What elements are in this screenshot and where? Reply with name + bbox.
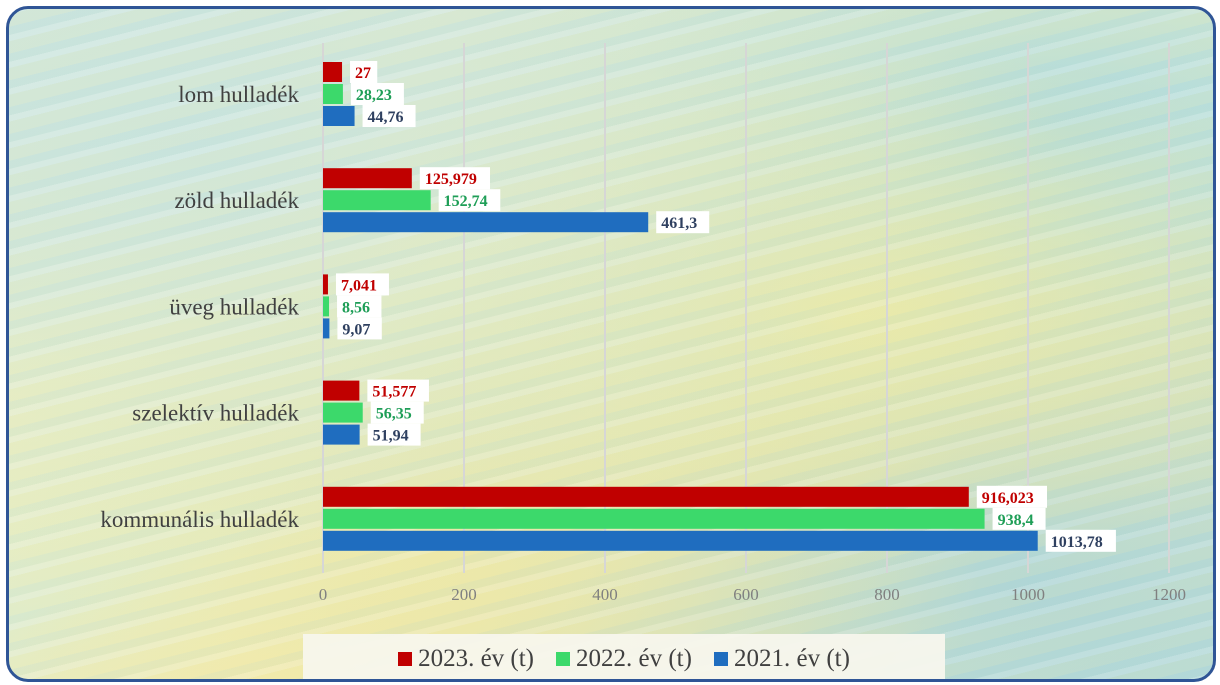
category-label: lom hulladék [178, 82, 299, 107]
data-label-box [992, 507, 1046, 530]
data-label: 125,979 [425, 171, 477, 188]
bar [323, 84, 343, 104]
data-label-box [362, 105, 416, 127]
data-label: 44,76 [368, 109, 404, 126]
data-label-box [419, 167, 491, 190]
bar [323, 530, 1038, 551]
data-label: 56,35 [376, 406, 412, 423]
bar [323, 62, 343, 82]
legend-swatch [398, 652, 413, 666]
data-label-box [438, 189, 501, 212]
x-tick-label: 200 [451, 585, 477, 604]
bar [323, 168, 412, 189]
category-label: szelektív hulladék [132, 401, 299, 426]
bar [323, 212, 649, 233]
x-tick-label: 400 [592, 585, 618, 604]
bar [323, 296, 330, 317]
bar [323, 274, 328, 295]
x-tick-label: 1000 [1011, 585, 1045, 604]
x-tick-label: 600 [733, 585, 759, 604]
x-tick-label: 1200 [1152, 585, 1186, 604]
data-label: 8,56 [342, 299, 370, 316]
legend-item: 2023. év (t) [398, 645, 534, 673]
bar [323, 508, 985, 529]
data-label: 28,23 [356, 87, 392, 104]
data-label-box [367, 423, 421, 446]
bar [323, 424, 360, 445]
legend-label: 2022. év (t) [576, 645, 692, 672]
data-label-box [350, 61, 378, 83]
data-label-box [337, 295, 382, 318]
bar [323, 190, 431, 211]
data-label: 27 [355, 65, 371, 82]
category-label: kommunális hulladék [100, 507, 299, 532]
legend-swatch [556, 652, 571, 666]
data-label: 1013,78 [1051, 534, 1103, 551]
bar [323, 486, 969, 507]
data-label-box [335, 273, 389, 296]
bar [323, 380, 360, 401]
legend-label: 2023. év (t) [418, 645, 535, 672]
data-label-box [1045, 529, 1116, 552]
data-label-box [337, 317, 382, 340]
data-label: 938,4 [998, 512, 1034, 529]
data-label: 916,023 [982, 490, 1034, 507]
x-tick-label: 0 [319, 585, 328, 604]
data-label: 51,577 [372, 384, 416, 401]
legend: 2023. év (t) 2022. év (t) 2021. év (t) [303, 634, 945, 679]
category-label: üveg hulladék [169, 294, 299, 319]
x-tick-label: 800 [874, 585, 900, 604]
data-label: 7,041 [341, 277, 377, 294]
data-label: 152,74 [444, 193, 488, 210]
data-label: 461,3 [661, 215, 697, 232]
legend-swatch [713, 652, 728, 666]
legend-item: 2022. év (t) [556, 645, 692, 673]
chart-frame: 0 200 400 600 800 1000 1200 lom hulladék zöld hu… [6, 6, 1216, 682]
data-label-box [976, 485, 1047, 508]
bar-chart: 0 200 400 600 800 1000 1200 lom hulladék zöld hu… [100, 43, 1186, 604]
bar [323, 318, 330, 339]
bar [323, 402, 363, 423]
data-label-box [370, 401, 424, 424]
data-label-box [367, 379, 429, 402]
data-label: 51,94 [373, 428, 409, 445]
data-label: 9,07 [342, 321, 370, 338]
data-label-box [656, 211, 710, 234]
bar [323, 106, 355, 126]
category-label: zöld hulladék [174, 188, 299, 213]
legend-label: 2021. év (t) [733, 645, 850, 672]
data-label-box [350, 83, 404, 105]
legend-item: 2021. év (t) [713, 645, 850, 673]
